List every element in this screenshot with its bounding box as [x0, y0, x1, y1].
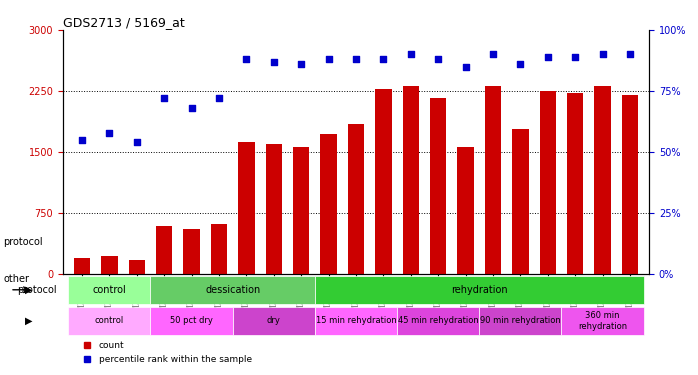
Point [350, 56, 362, 62]
Point [295, 61, 306, 67]
Point [241, 56, 252, 62]
Bar [238, 142, 255, 274]
Point [570, 54, 581, 60]
Text: control: control [95, 316, 124, 326]
Bar [211, 224, 228, 274]
Bar [74, 258, 90, 274]
Bar [567, 93, 584, 274]
Text: other: other [3, 274, 29, 284]
FancyBboxPatch shape [151, 276, 315, 304]
Bar [457, 147, 474, 274]
Point [515, 61, 526, 67]
Point [433, 56, 444, 62]
Bar [348, 124, 364, 274]
Text: ▶: ▶ [24, 285, 32, 295]
FancyBboxPatch shape [315, 307, 397, 335]
Bar [484, 86, 501, 274]
Bar [403, 86, 419, 274]
FancyBboxPatch shape [561, 307, 644, 335]
Bar [594, 86, 611, 274]
Point [597, 51, 608, 57]
FancyBboxPatch shape [68, 276, 151, 304]
Bar [101, 256, 118, 274]
Bar [512, 129, 528, 274]
Text: 15 min rehydration: 15 min rehydration [315, 316, 396, 326]
Point [186, 105, 197, 111]
Text: 50 pct dry: 50 pct dry [170, 316, 213, 326]
FancyBboxPatch shape [315, 276, 644, 304]
Bar [184, 229, 200, 274]
Text: dry: dry [267, 316, 281, 326]
FancyBboxPatch shape [232, 307, 315, 335]
Bar [265, 144, 282, 274]
FancyBboxPatch shape [397, 307, 480, 335]
Point [378, 56, 389, 62]
Point [268, 59, 279, 65]
Text: 90 min rehydration: 90 min rehydration [480, 316, 560, 326]
FancyBboxPatch shape [480, 307, 561, 335]
Text: control: control [93, 285, 126, 295]
Bar [540, 91, 556, 274]
Bar [293, 147, 309, 274]
FancyBboxPatch shape [151, 307, 232, 335]
Text: rehydration: rehydration [451, 285, 507, 295]
Bar [375, 88, 392, 274]
Text: ▶: ▶ [24, 316, 32, 326]
FancyBboxPatch shape [68, 307, 151, 335]
Point [76, 137, 87, 143]
Point [158, 95, 170, 101]
Text: protocol: protocol [17, 285, 57, 295]
Bar [430, 98, 447, 274]
Text: protocol: protocol [3, 237, 43, 247]
Text: 360 min
rehydration: 360 min rehydration [578, 311, 627, 331]
Point [214, 95, 225, 101]
Bar [156, 226, 172, 274]
Point [487, 51, 498, 57]
Text: 45 min rehydration: 45 min rehydration [398, 316, 479, 326]
Bar [622, 95, 638, 274]
Bar [320, 134, 337, 274]
Text: dessication: dessication [205, 285, 260, 295]
Point [542, 54, 554, 60]
Text: GDS2713 / 5169_at: GDS2713 / 5169_at [63, 16, 184, 29]
Point [104, 130, 115, 136]
Point [406, 51, 417, 57]
Point [131, 140, 142, 146]
Bar [128, 260, 145, 274]
Legend: count, percentile rank within the sample: count, percentile rank within the sample [79, 338, 255, 368]
Point [460, 64, 471, 70]
Point [625, 51, 636, 57]
Point [323, 56, 334, 62]
